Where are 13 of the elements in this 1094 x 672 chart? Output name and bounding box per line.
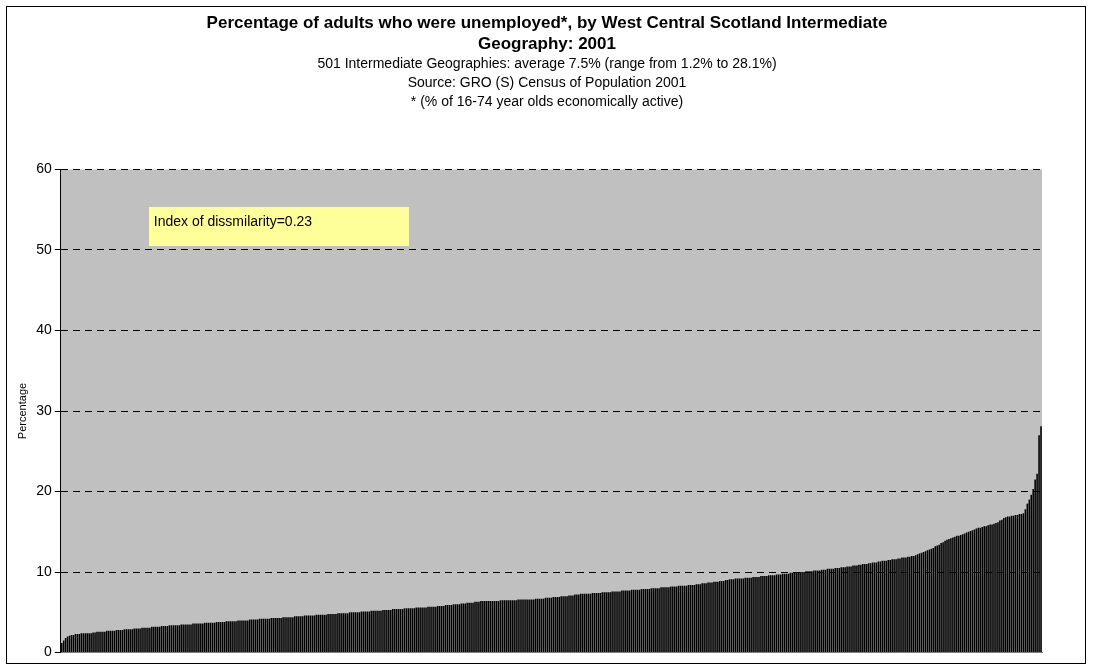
y-axis-title: Percentage xyxy=(15,382,28,440)
chart-subtitle: 501 Intermediate Geographies: average 7.5% (range from 1.2% to 28.1%) xyxy=(316,54,778,73)
y-tick-label: 60 xyxy=(36,160,52,177)
y-tick-label: 30 xyxy=(36,401,52,418)
y-tick-label: 50 xyxy=(36,240,52,257)
y-tick-label: 40 xyxy=(36,321,52,338)
y-tick-label: 0 xyxy=(43,643,52,660)
y-tick-label: 10 xyxy=(36,562,52,579)
note-box: Index of dissmilarity=0.23 xyxy=(148,207,409,247)
source-note: Source: GRO (S) Census of Population 2001 xyxy=(406,73,688,92)
text: * (% of 16-74 year olds economically active) xyxy=(409,92,685,111)
y-tick-label: 20 xyxy=(36,482,52,499)
chart-title: Percentage of adults who were unemployed*, by West Central Scotland Intermediate Geography: 2001 xyxy=(205,12,889,54)
